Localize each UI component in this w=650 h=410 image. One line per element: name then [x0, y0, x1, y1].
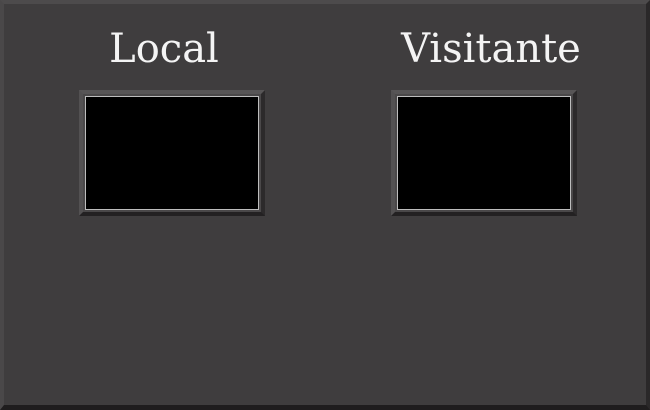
local-score-display[interactable] [85, 96, 259, 210]
visitor-score-display[interactable] [397, 96, 571, 210]
local-team-label: Local [109, 26, 219, 72]
local-score-frame [79, 90, 265, 216]
visitor-team-label: Visitante [401, 26, 581, 72]
visitor-score-frame [391, 90, 577, 216]
